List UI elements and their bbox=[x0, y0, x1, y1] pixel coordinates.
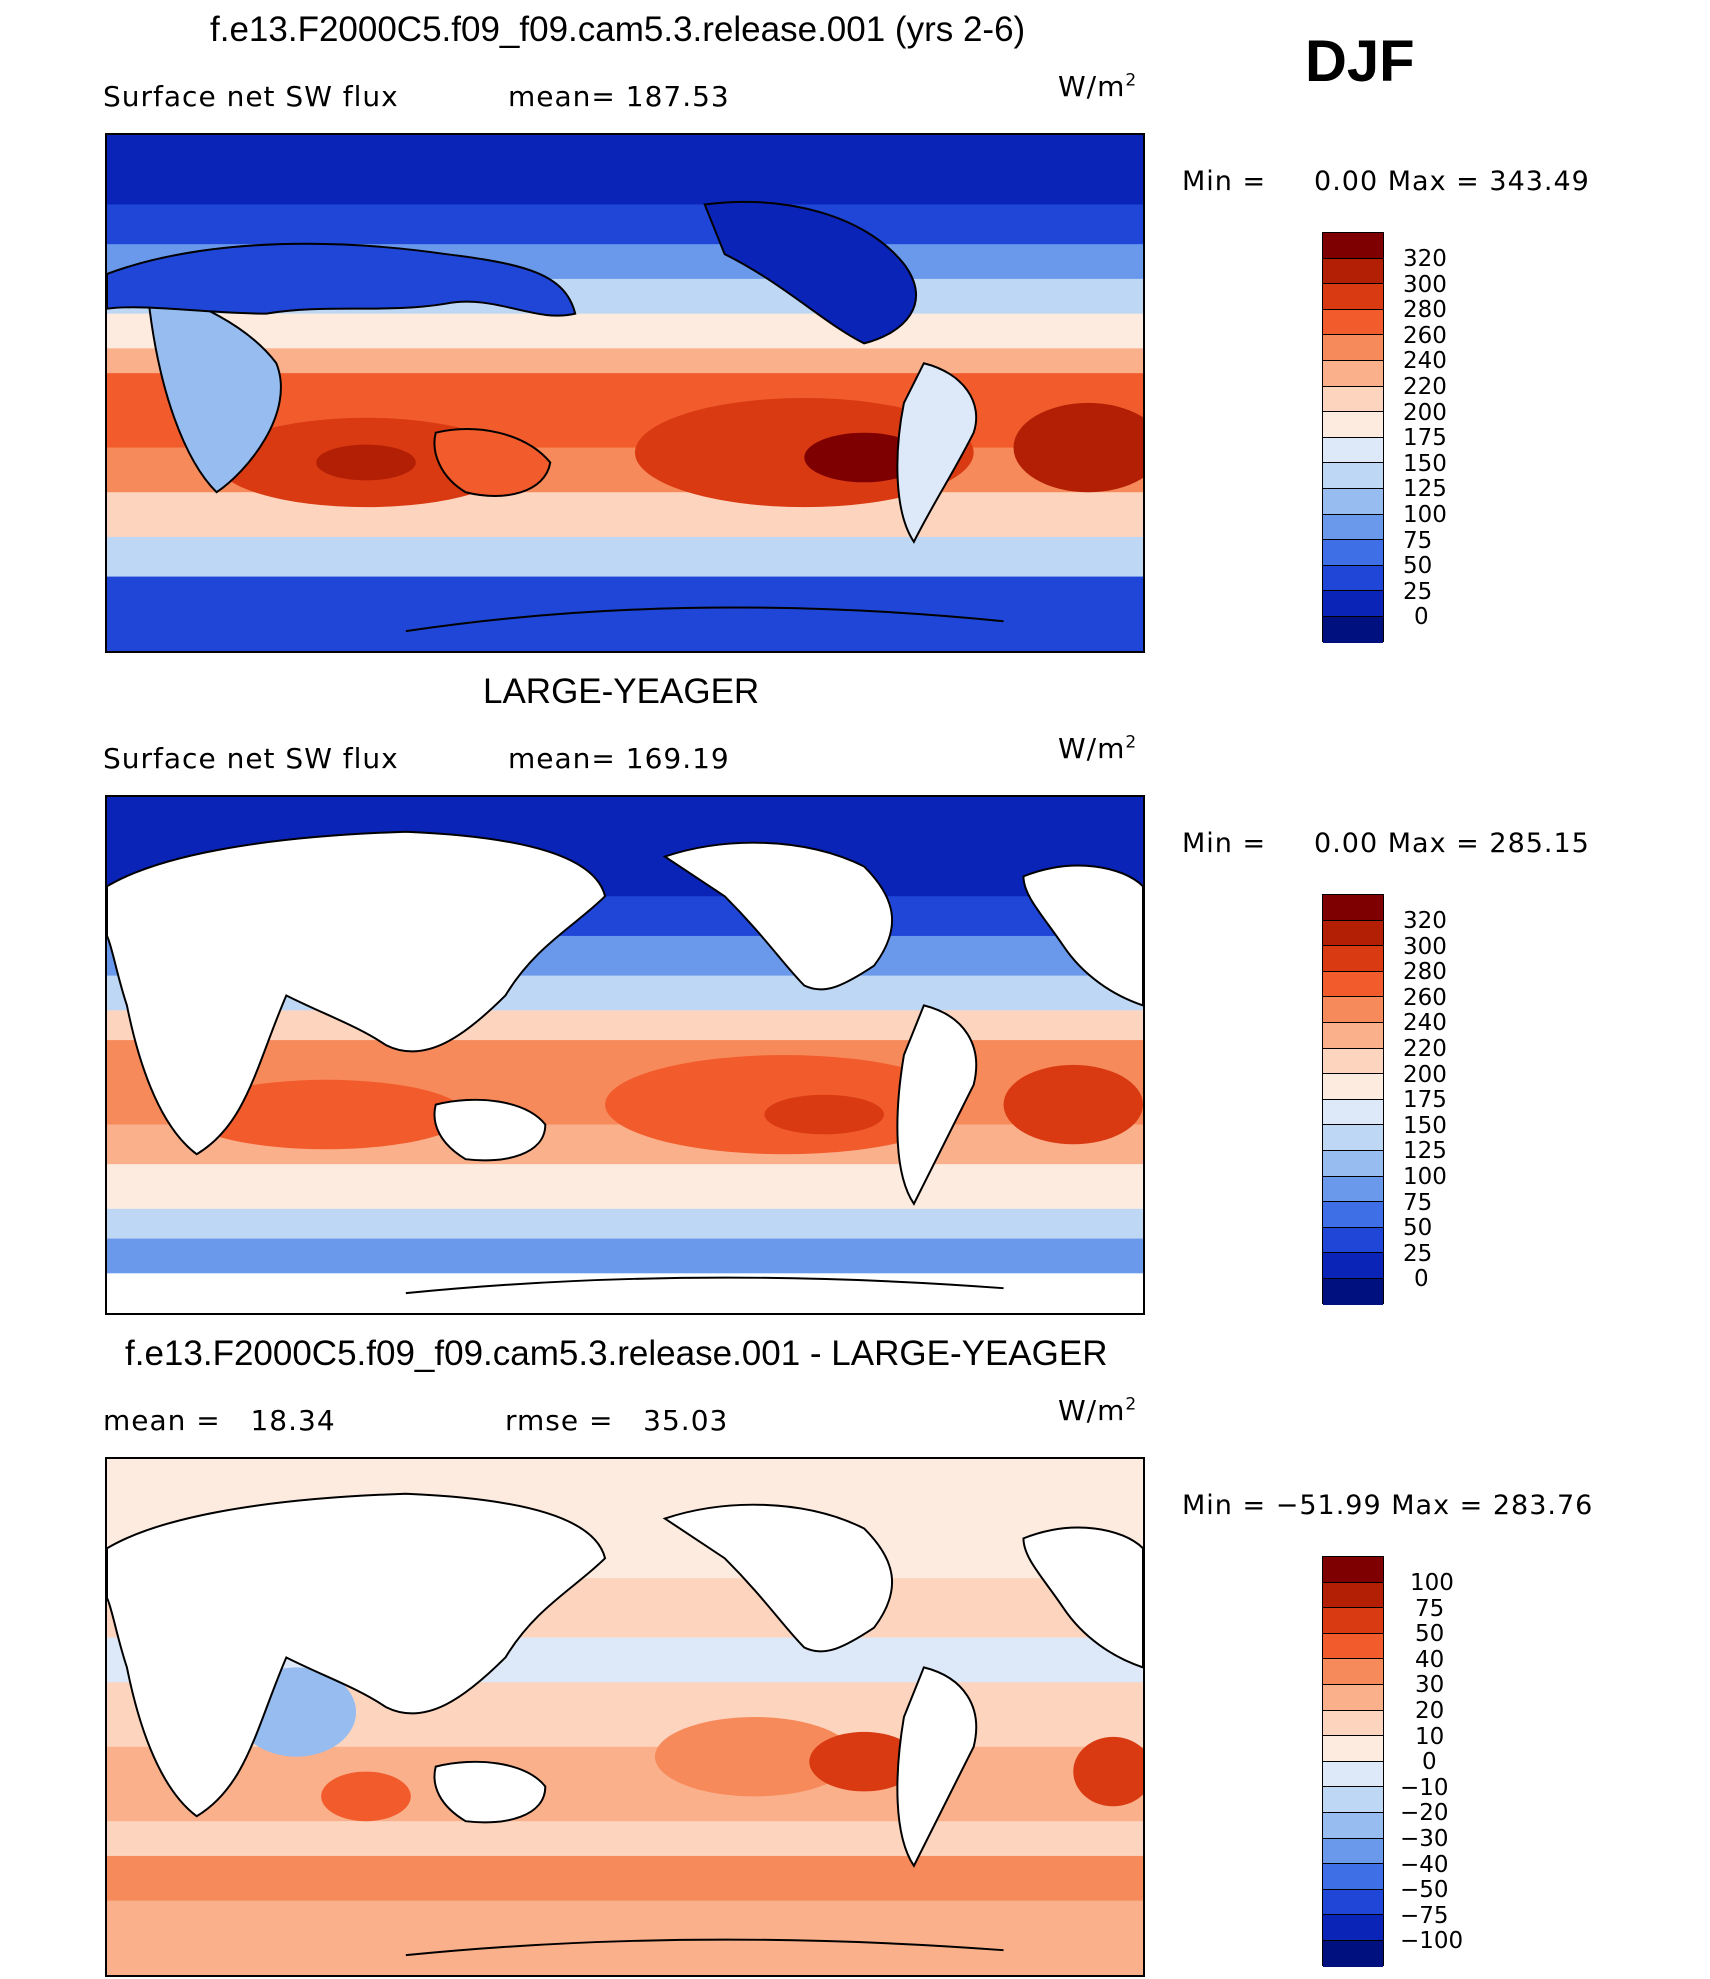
colorbar-tick: 240 bbox=[1403, 348, 1447, 375]
colorbar-tick: −10 bbox=[1400, 1774, 1449, 1801]
colorbar-tick: 175 bbox=[1403, 425, 1447, 452]
map-plot bbox=[105, 795, 1145, 1315]
colorbar-tick: 100 bbox=[1403, 502, 1447, 528]
colorbar-tick: 150 bbox=[1403, 1112, 1447, 1139]
colorbar-tick: 300 bbox=[1403, 271, 1447, 298]
variable-label: Surface net SW flux bbox=[103, 742, 399, 775]
colorbar-tick: 280 bbox=[1403, 297, 1447, 324]
colorbar-tick: 75 bbox=[1415, 1595, 1445, 1622]
colorbar-tick: 10 bbox=[1415, 1723, 1445, 1750]
colorbar-tick: 0 bbox=[1414, 604, 1429, 631]
colorbar-tick: 220 bbox=[1403, 1036, 1447, 1062]
colorbar-tick: 100 bbox=[1410, 1570, 1454, 1596]
colorbar-tick: 280 bbox=[1403, 959, 1447, 986]
colorbar-tick: 320 bbox=[1403, 246, 1447, 272]
colorbar-tick: 30 bbox=[1415, 1672, 1445, 1699]
units-label: W/m2 bbox=[1058, 70, 1138, 103]
colorbar-tick: 260 bbox=[1403, 322, 1447, 349]
min-max-readout: Min = 0.00 Max = 285.15 bbox=[1182, 828, 1590, 859]
season-label: DJF bbox=[1305, 29, 1415, 94]
colorbar-tick: −30 bbox=[1400, 1826, 1449, 1852]
min-max-readout: Min = −51.99 Max = 283.76 bbox=[1182, 1490, 1594, 1521]
colorbar-tick: 200 bbox=[1403, 1061, 1447, 1088]
colorbar bbox=[1322, 1556, 1384, 1967]
colorbar-tick: 50 bbox=[1415, 1621, 1445, 1648]
colorbar-tick: 220 bbox=[1403, 374, 1447, 400]
colorbar bbox=[1322, 894, 1384, 1305]
min-max-readout: Min = 0.00 Max = 343.49 bbox=[1182, 166, 1590, 197]
colorbar-tick: −20 bbox=[1400, 1800, 1449, 1827]
panel-title: f.e13.F2000C5.f09_f09.cam5.3.release.001… bbox=[125, 1334, 1108, 1373]
colorbar-tick: 150 bbox=[1403, 450, 1447, 477]
colorbar-tick: −50 bbox=[1400, 1877, 1449, 1904]
map-plot bbox=[105, 133, 1145, 653]
variable-label: Surface net SW flux bbox=[103, 80, 399, 113]
colorbar-tick: 20 bbox=[1415, 1698, 1445, 1724]
panel-title: LARGE-YEAGER bbox=[483, 672, 760, 711]
map-plot bbox=[105, 1457, 1145, 1977]
rmse-label: rmse = 35.03 bbox=[505, 1404, 729, 1437]
colorbar-tick: −40 bbox=[1400, 1851, 1449, 1878]
colorbar-tick: −75 bbox=[1400, 1902, 1449, 1929]
colorbar-tick: 75 bbox=[1403, 1189, 1433, 1216]
colorbar-tick: 0 bbox=[1414, 1266, 1429, 1293]
colorbar-tick: 0 bbox=[1422, 1749, 1437, 1776]
colorbar bbox=[1322, 232, 1384, 643]
colorbar-tick: −100 bbox=[1400, 1928, 1464, 1955]
map-field bbox=[107, 797, 1143, 1313]
panel-title: f.e13.F2000C5.f09_f09.cam5.3.release.001… bbox=[210, 10, 1026, 49]
mean-label: mean = 18.34 bbox=[103, 1404, 336, 1437]
mean-label: mean= 187.53 bbox=[508, 80, 730, 113]
colorbar-tick: 300 bbox=[1403, 933, 1447, 960]
colorbar-tick: 175 bbox=[1403, 1087, 1447, 1114]
colorbar-tick: 40 bbox=[1415, 1646, 1445, 1673]
colorbar-tick: 50 bbox=[1403, 1215, 1433, 1242]
colorbar-tick: 125 bbox=[1403, 1138, 1447, 1165]
map-field bbox=[107, 135, 1143, 651]
colorbar-tick: 240 bbox=[1403, 1010, 1447, 1037]
colorbar-tick: 25 bbox=[1403, 1240, 1433, 1267]
colorbar-tick: 125 bbox=[1403, 476, 1447, 503]
colorbar-tick: 50 bbox=[1403, 553, 1433, 580]
colorbar-tick: 260 bbox=[1403, 984, 1447, 1011]
colorbar-tick: 100 bbox=[1403, 1164, 1447, 1190]
colorbar-tick: 75 bbox=[1403, 527, 1433, 554]
mean-label: mean= 169.19 bbox=[508, 742, 730, 775]
units-label: W/m2 bbox=[1058, 1394, 1138, 1427]
map-field bbox=[107, 1459, 1143, 1975]
colorbar-tick: 25 bbox=[1403, 578, 1433, 605]
units-label: W/m2 bbox=[1058, 732, 1138, 765]
colorbar-tick: 200 bbox=[1403, 399, 1447, 426]
colorbar-tick: 320 bbox=[1403, 908, 1447, 934]
